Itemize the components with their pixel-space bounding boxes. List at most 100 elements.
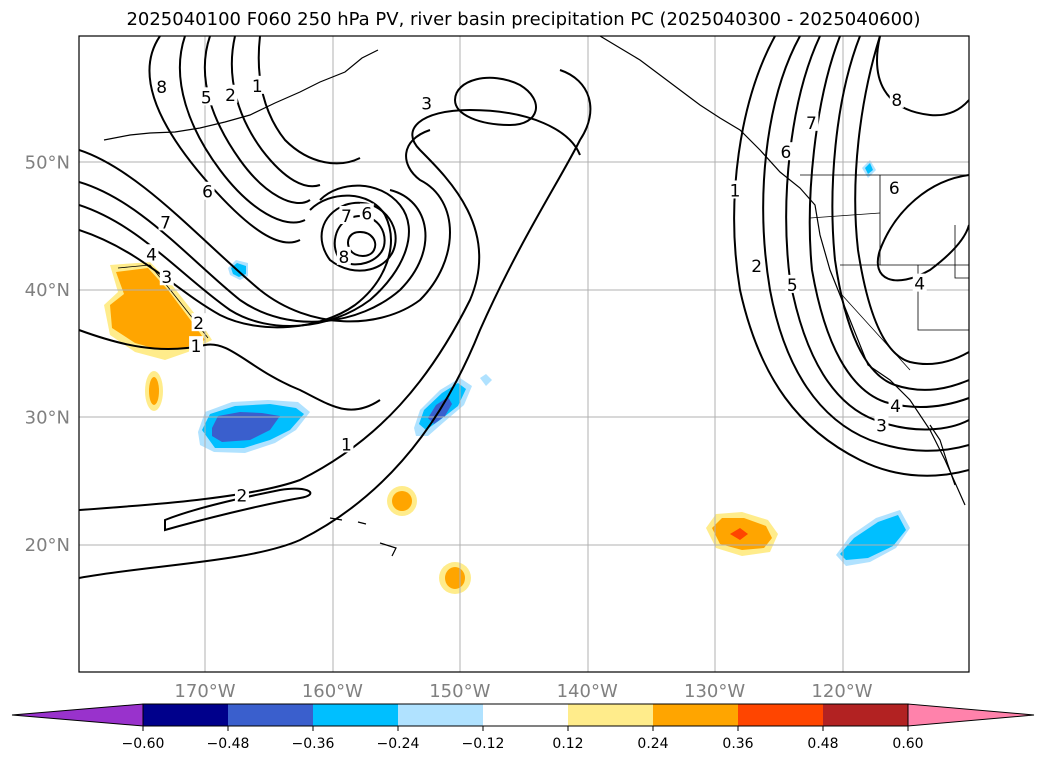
contour-label: 2 [193,314,204,334]
contour-label-background [250,75,265,94]
coastlines [103,36,966,557]
contour-label: 3 [876,416,887,436]
contour-label: 2 [225,86,236,106]
contour-label: 4 [146,245,157,265]
contour-label-background [199,87,214,106]
contour-label-background [804,112,819,131]
colorbar: −0.60 −0.48 −0.36 −0.24 −0.12 0.12 0.24 0.36 0.4… [11,703,1035,752]
coastline [329,517,397,557]
contour-label: 7 [341,207,352,227]
colorbar-segment [313,704,398,726]
contour-label-background [144,244,159,263]
longitude-label: 140°W [557,681,618,702]
longitude-label: 130°W [684,681,745,702]
contour-label-background [223,84,238,103]
colorbar-tick-label: 0.60 [892,736,923,752]
contour-line [79,108,581,511]
colorbar-tick-label: −0.24 [377,736,420,752]
precipitation-shading [104,160,910,594]
contour-line [347,230,377,257]
longitude-label: 170°W [174,681,235,702]
contour-label-background [234,485,249,504]
coastline [599,36,966,506]
contour-label: 3 [421,95,432,115]
colorbar-min-extend [11,703,144,727]
contour-line [320,201,397,272]
contour-label: 6 [202,183,213,203]
latitude-label: 20°N [25,535,70,556]
contour-label: 6 [361,204,372,224]
longitude-label: 150°W [429,681,490,702]
contour-label: 4 [914,275,925,295]
contour-label-background [339,205,354,224]
contour-label: 7 [160,213,171,233]
contour-line [178,36,306,224]
contour-label: 8 [156,78,167,98]
contour-label: 7 [806,114,817,134]
contour-line [79,184,410,327]
map-title: 2025040100 F060 250 hPa PV, river basin … [126,9,921,30]
contour-label-background [359,203,374,222]
contour-label: 5 [787,276,798,296]
gridlines [79,36,969,672]
contour-label: 8 [891,91,902,111]
contour-label: 6 [889,179,900,199]
boundaries [800,174,969,371]
contour-label: 2 [237,486,248,506]
contour-label-background [191,313,206,332]
contour-label-background [727,180,742,199]
contour-label-background [200,181,215,200]
contour-line [453,76,537,127]
plot-area [79,36,969,672]
contour-label-background [874,415,889,434]
latitude-label: 50°N [25,152,70,173]
latitude-label: 30°N [25,408,70,429]
contour-label: 1 [252,77,263,97]
contour-line [79,69,592,579]
contour-label-background [189,336,204,355]
contour-line [785,36,969,431]
contour-line [854,36,969,366]
colorbar-segment [653,704,738,726]
contour-line [203,36,311,205]
state-boundary [841,294,911,371]
contour-label-background [887,177,902,196]
contour-label-background [778,142,793,161]
contour-label-background [749,255,764,274]
contour-label: 4 [890,397,901,417]
state-boundary [954,225,969,279]
contour-line [762,36,969,452]
plot-frame [78,35,970,673]
contour-line [148,36,301,244]
contour-line [876,36,969,117]
colorbar-frame [142,703,909,727]
contour-label: 2 [751,257,762,277]
contour-label: 8 [338,248,349,268]
colorbar-tick-label: 0.36 [722,736,753,752]
colorbar-max-extend [907,703,1035,727]
contour-label-background [888,396,903,415]
contour-line [333,215,386,266]
colorbar-segment [823,704,908,726]
contour-label-background [912,273,927,292]
pv-contours [79,36,969,579]
colorbar-segment [568,704,653,726]
colorbar-segment [483,704,568,726]
contour-label-background [419,93,434,112]
latitude-label: 40°N [25,280,70,301]
contour-line [79,329,381,411]
longitude-label: 120°W [811,681,872,702]
longitude-labels: 170°W 160°W 150°W 140°W 130°W 120°W [174,681,872,702]
coastline [929,424,956,486]
contour-label: 1 [730,181,741,201]
contour-label-background [889,89,904,108]
colorbar-tick-label: 0.12 [552,736,583,752]
contour-label: 1 [341,435,352,455]
colorbar-tick-label: −0.12 [462,736,505,752]
colorbar-tick-label: 0.24 [637,736,668,752]
latitude-labels: 50°N 40°N 30°N 20°N [25,152,70,556]
contour-line [79,181,427,323]
contour-line [877,174,969,282]
longitude-label: 160°W [302,681,363,702]
